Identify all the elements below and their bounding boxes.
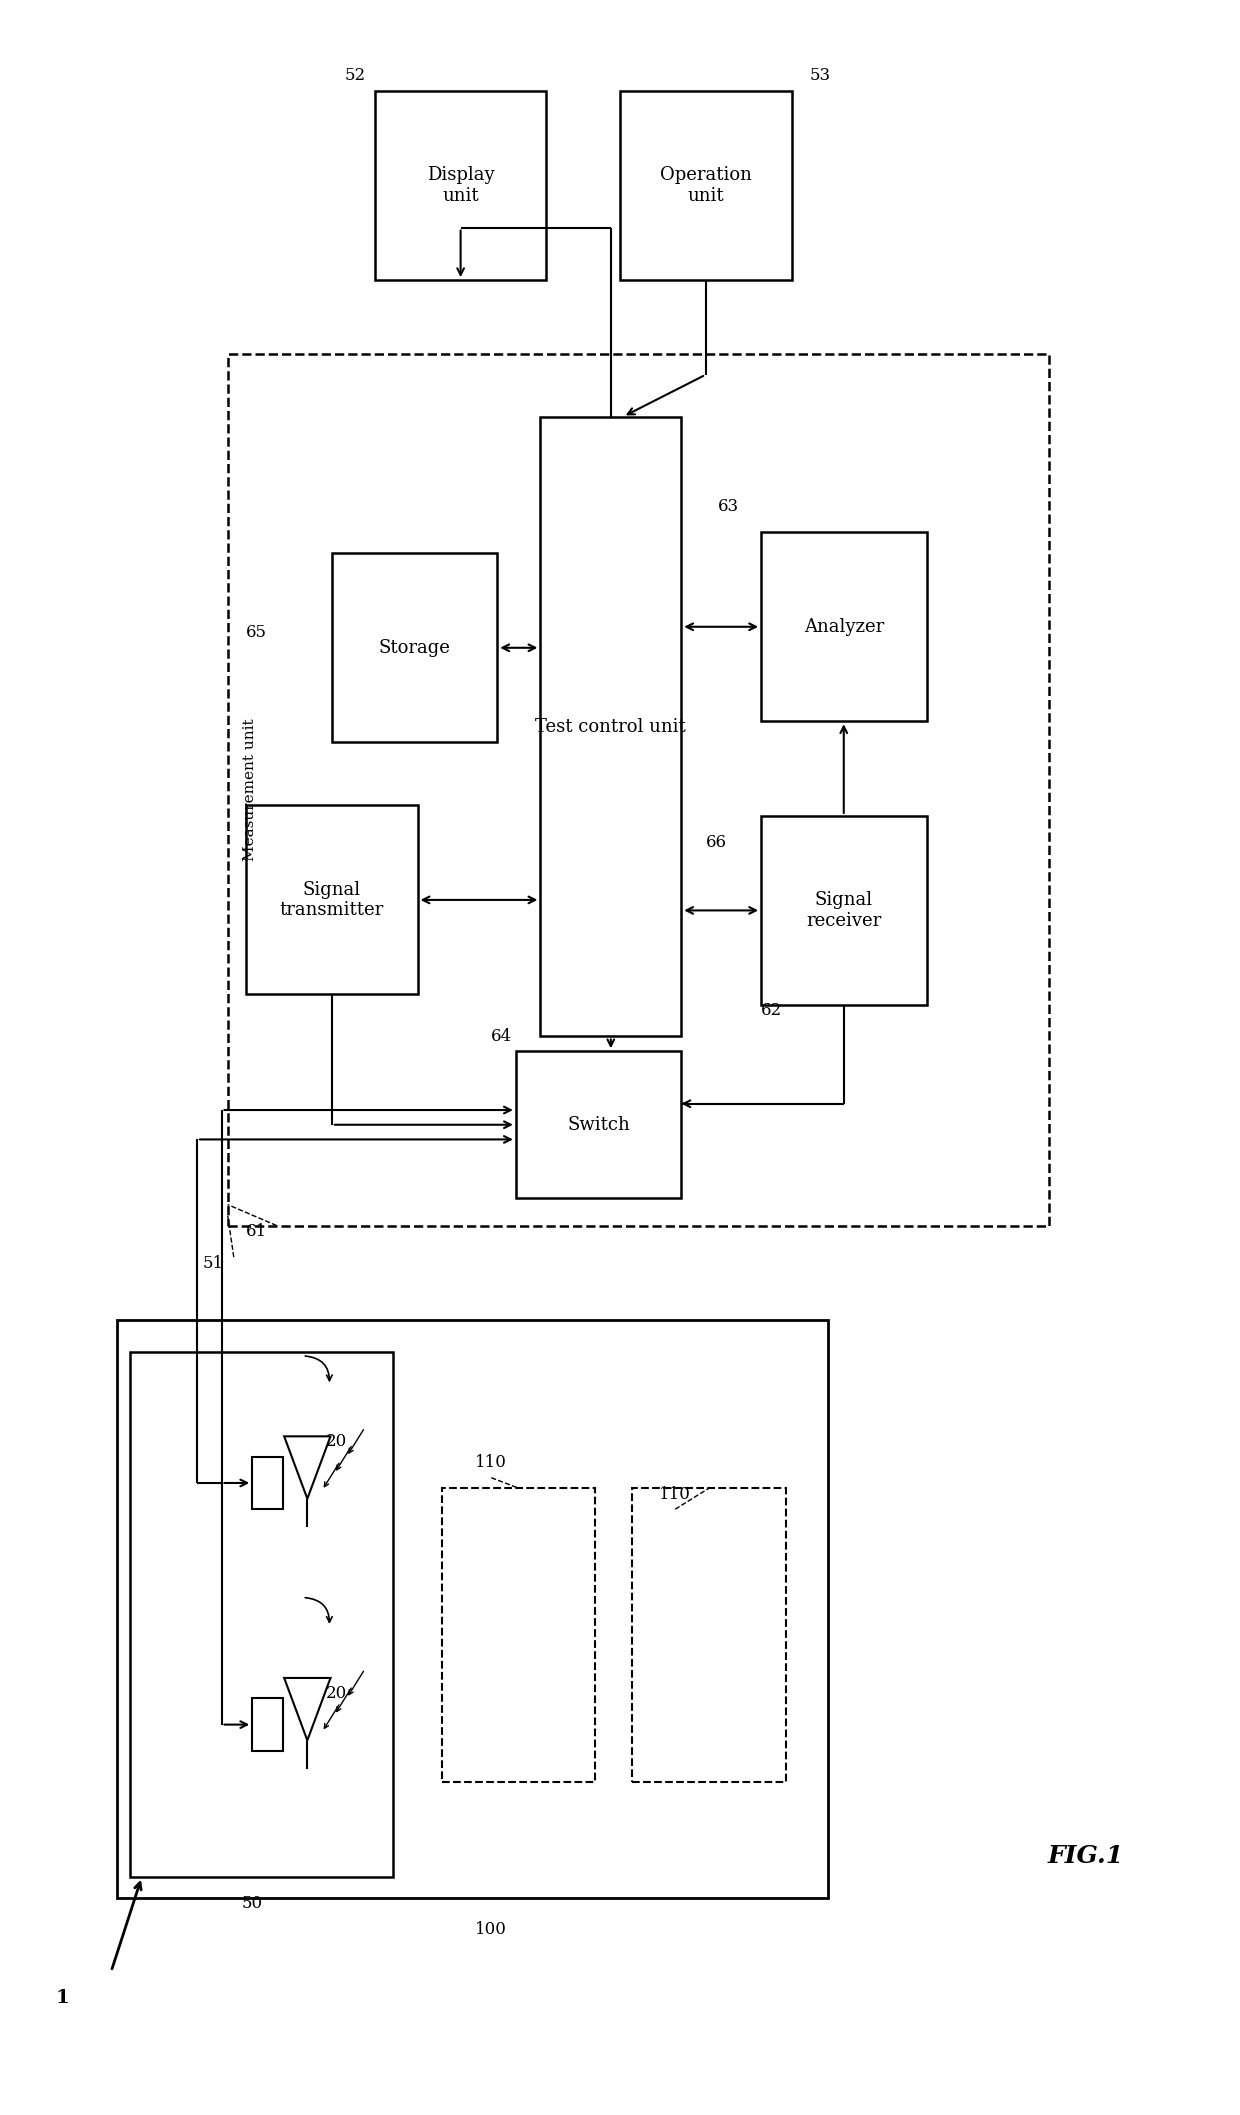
- Bar: [632, 1489, 785, 1783]
- Bar: [761, 533, 926, 721]
- Text: 61: 61: [246, 1222, 267, 1239]
- Bar: [118, 1320, 828, 1897]
- Text: 65: 65: [246, 624, 267, 641]
- Text: 1: 1: [56, 1988, 69, 2007]
- Text: Signal
receiver: Signal receiver: [806, 890, 882, 931]
- Text: 51: 51: [203, 1254, 224, 1271]
- Text: 110: 110: [660, 1485, 691, 1504]
- Text: Test control unit: Test control unit: [536, 717, 686, 736]
- Text: 50: 50: [242, 1895, 263, 1912]
- Text: FIG.1: FIG.1: [1048, 1844, 1123, 1868]
- Bar: [332, 554, 497, 742]
- Text: Switch: Switch: [567, 1117, 630, 1134]
- Text: Display
unit: Display unit: [427, 167, 495, 205]
- Text: Measurement unit: Measurement unit: [243, 719, 257, 861]
- Bar: [252, 1457, 283, 1510]
- Text: 52: 52: [345, 68, 366, 85]
- Text: Operation
unit: Operation unit: [660, 167, 751, 205]
- Text: 20: 20: [326, 1434, 347, 1451]
- Bar: [761, 816, 926, 1005]
- Bar: [374, 91, 547, 279]
- Bar: [516, 1051, 681, 1199]
- Text: Analyzer: Analyzer: [804, 618, 884, 637]
- Bar: [252, 1698, 283, 1751]
- Text: 20: 20: [326, 1686, 347, 1703]
- Text: Signal
transmitter: Signal transmitter: [280, 880, 384, 920]
- Text: 100: 100: [475, 1920, 507, 1937]
- Bar: [620, 91, 791, 279]
- Bar: [541, 417, 681, 1036]
- Bar: [228, 353, 1049, 1225]
- Text: 53: 53: [810, 68, 831, 85]
- Text: 66: 66: [706, 835, 727, 852]
- Text: 64: 64: [491, 1028, 512, 1045]
- Bar: [129, 1351, 393, 1876]
- Bar: [443, 1489, 595, 1783]
- Text: 110: 110: [475, 1455, 507, 1472]
- Text: 63: 63: [718, 499, 739, 516]
- Text: 62: 62: [761, 1003, 782, 1019]
- Bar: [246, 806, 418, 994]
- Text: Storage: Storage: [378, 639, 450, 658]
